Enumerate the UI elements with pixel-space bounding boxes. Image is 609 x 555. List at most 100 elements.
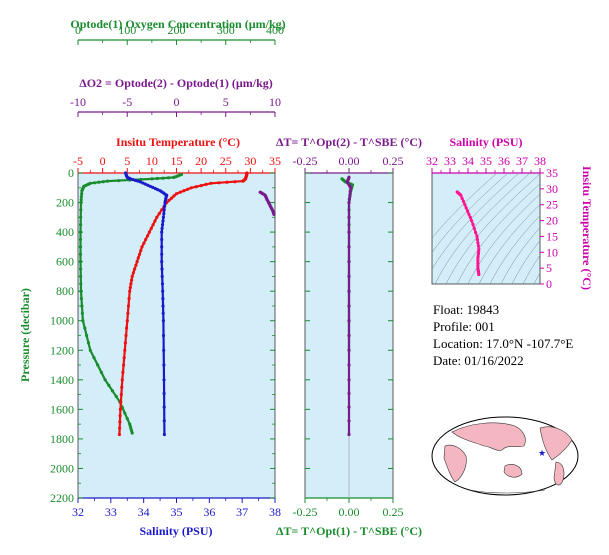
salinity-point [163, 200, 167, 205]
density-contour [432, 173, 498, 239]
temperature-point [130, 278, 134, 282]
ts-profile-point [475, 238, 479, 242]
oxygen-point [96, 363, 100, 367]
temperature-tick-label: 15 [171, 154, 183, 168]
ts-temperature-tick-label: 5 [546, 261, 552, 275]
oxygen-point [79, 198, 83, 202]
salinity-point [141, 181, 145, 185]
temperature-point [172, 194, 176, 198]
temperature-point [125, 326, 129, 330]
ts-profile-point [467, 212, 471, 216]
oxygen-point [78, 230, 83, 234]
temperature-point [135, 260, 139, 264]
series-layer [78, 171, 481, 437]
temperature-point [124, 333, 128, 338]
salinity-point [131, 178, 135, 182]
oxygen-point [110, 389, 115, 393]
temperature-tick-label: 25 [220, 154, 232, 168]
oxygen-point [103, 378, 107, 382]
pressure-tick-label: 2200 [50, 491, 74, 505]
ts-profile-point [459, 193, 463, 197]
delta-t-optode2-point [349, 186, 353, 190]
temperature-point [118, 407, 122, 411]
ts-temperature-axis-title: Insitu Temperature (°C) [580, 166, 594, 290]
temperature-point [126, 311, 130, 315]
pressure-tick-label: 600 [56, 255, 74, 269]
density-contour [522, 254, 540, 284]
world-map-asia [451, 422, 526, 451]
delta-t-bottom-tick-label: 0.25 [383, 505, 404, 519]
oxygen-point [79, 274, 83, 278]
temperature-point [129, 282, 133, 286]
salinity-point [161, 319, 165, 323]
oxygen-axis-title: Optode(1) Oxygen Concentration (µm/kg) [70, 17, 285, 31]
world-map: ★ [431, 416, 579, 496]
temperature-point [182, 189, 186, 193]
oxygen-point [78, 245, 83, 249]
oxygen-point [97, 180, 101, 184]
float-location-star-icon: ★ [538, 448, 546, 458]
ts-temperature-tick-label: 35 [546, 166, 558, 180]
pressure-tick-label: 1600 [50, 402, 74, 416]
delta-t-top-axis-title: ΔT= T^Opt(2) - T^SBE (°C) [276, 135, 422, 149]
temperature-point [217, 181, 221, 185]
delta-t-optode2-point [347, 230, 351, 234]
temperature-point [157, 212, 161, 216]
salinity-point [160, 267, 164, 271]
salinity-point [162, 405, 166, 409]
density-contour [489, 215, 540, 284]
salinity-point [160, 282, 165, 286]
oxygen-point [107, 383, 111, 387]
temperature-point [204, 182, 208, 186]
temperature-point [128, 285, 132, 290]
oxygen-point [79, 223, 83, 227]
ts-profile-point [460, 196, 464, 200]
temperature-point [209, 181, 213, 185]
salinity-tick-label: 34 [138, 505, 150, 519]
salinity-point [162, 432, 166, 437]
salinity-point [151, 185, 155, 189]
oxygen-tick-label: 0 [75, 23, 81, 37]
temperature-point [199, 184, 203, 188]
delta-t-optode2-point [347, 405, 351, 409]
pressure-tick-label: 2000 [50, 461, 74, 475]
delta-t-bottom-axis-title: ΔT= T^Opt(1) - T^SBE (°C) [276, 524, 422, 538]
temperature-tick-label: 10 [146, 154, 158, 168]
oxygen-point [79, 215, 83, 219]
ts-profile-point [476, 259, 480, 263]
temperature-point [122, 363, 126, 367]
delta-o2-tick-label: 0 [174, 95, 180, 109]
delta-o2-tick-label: -5 [122, 95, 132, 109]
temperature-point [128, 289, 132, 293]
ts-profile-series [455, 190, 481, 277]
salinity-point [153, 186, 157, 191]
main-plot-panel [77, 172, 276, 499]
temperature-point [189, 186, 193, 190]
temperature-point [149, 226, 153, 230]
oxygen-point [79, 297, 83, 301]
temperature-point [233, 180, 237, 184]
ts-profile-point [463, 203, 467, 207]
temperature-tick-label: 5 [124, 154, 130, 168]
oxygen-point [79, 195, 83, 199]
pressure-tick-label: 0 [68, 166, 74, 180]
oxygen-point [150, 177, 154, 181]
ts-salinity-tick-label: 32 [426, 154, 438, 168]
world-map-north-america [539, 426, 573, 461]
density-contour [511, 240, 540, 284]
salinity-axis-title: Salinity (PSU) [139, 524, 212, 538]
density-contour [467, 193, 540, 284]
temperature-point [140, 245, 144, 249]
temperature-point [134, 263, 138, 267]
ts-temperature-tick-label: 0 [546, 277, 552, 291]
oxygen-tick-label: 400 [266, 23, 284, 37]
pressure-tick-label: 1800 [50, 432, 74, 446]
density-contour [500, 227, 540, 284]
oxygen-point [78, 237, 83, 242]
pressure-tick-label: 200 [56, 196, 74, 210]
ts-profile-point [476, 257, 480, 261]
salinity-point [133, 178, 138, 182]
ts-temperature-tick-label: 30 [546, 182, 558, 196]
salinity-point [128, 177, 133, 181]
